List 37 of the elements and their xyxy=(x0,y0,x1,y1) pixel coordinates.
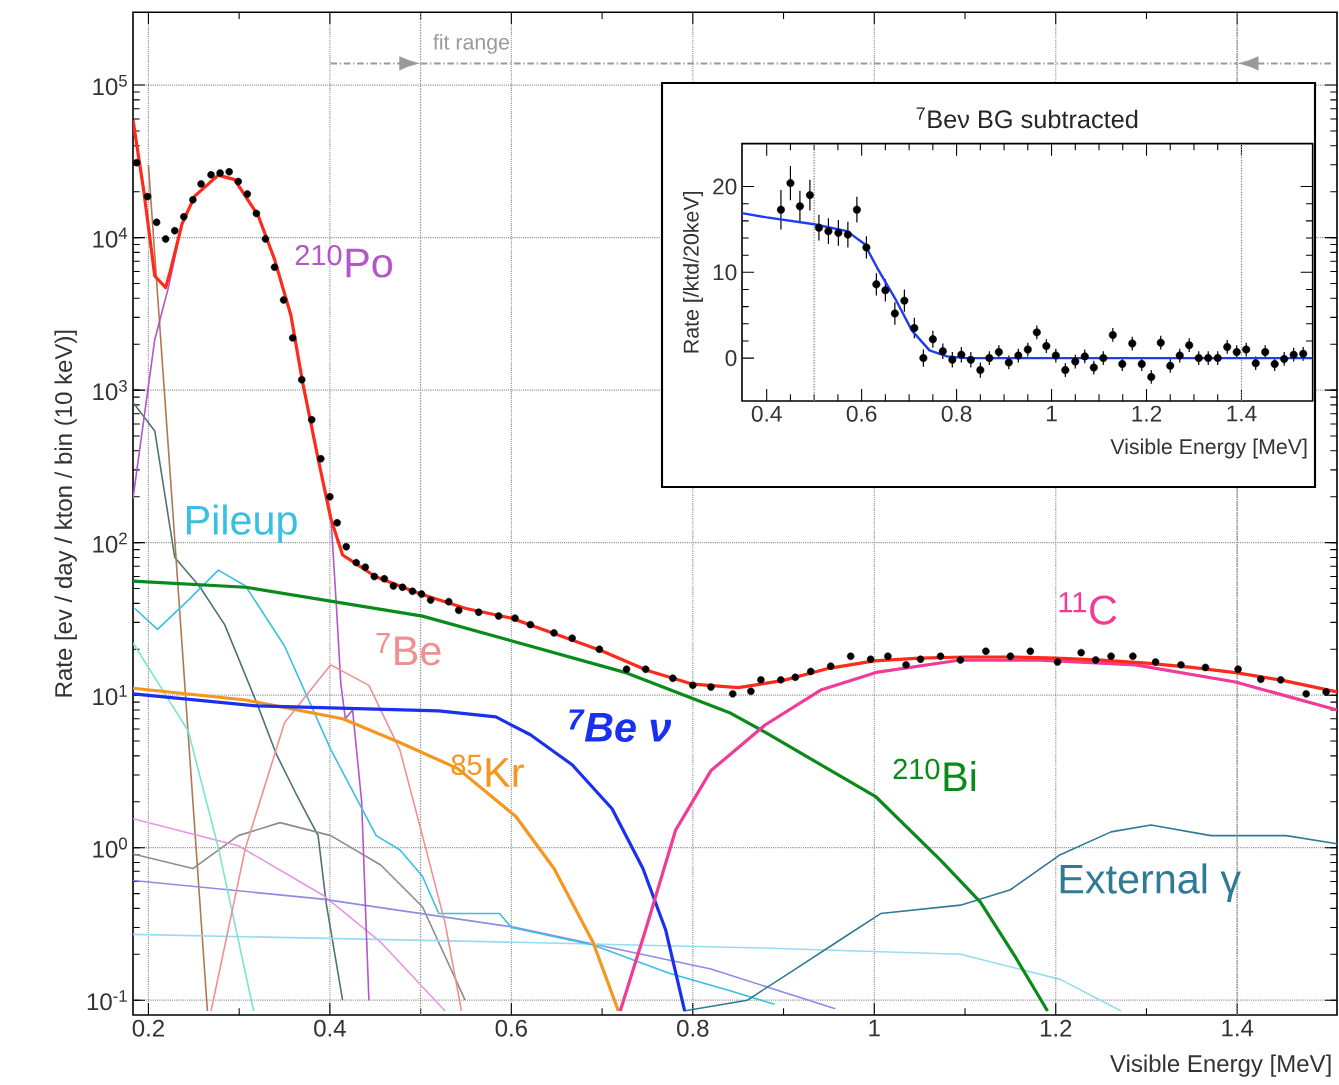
y-tick-label: 0 xyxy=(725,350,737,367)
x-tick-label: 1.4 xyxy=(1227,405,1257,422)
y-axis-title: Rate [ev / day / kton / bin (10 keV)] xyxy=(54,330,77,697)
series-label: $^{7}$Be ν xyxy=(569,709,672,742)
annotation: fit range xyxy=(433,33,509,54)
y-tick-label: 10$^{0}$ xyxy=(93,837,127,858)
series-label: $^{210}$Bi xyxy=(893,758,976,792)
x-tick-label: 0.4 xyxy=(314,1019,346,1037)
x-tick-label: 0.8 xyxy=(677,1019,709,1037)
y-tick-label: 10$^{4}$ xyxy=(93,227,128,248)
x-tick-label: 0.4 xyxy=(751,405,782,422)
series-label: $^{7}$Be xyxy=(376,633,441,666)
x-axis-title: Visible Energy [MeV] xyxy=(1110,438,1307,459)
series-label: $^{85}$Kr xyxy=(451,754,524,787)
x-tick-label: 1.4 xyxy=(1222,1019,1254,1037)
x-tick-label: 1.2 xyxy=(1040,1019,1072,1037)
y-tick-label: 10 xyxy=(713,264,737,281)
y-tick-label: 20 xyxy=(713,178,737,195)
y-tick-label: 10$^{3}$ xyxy=(93,379,127,401)
x-tick-label: 0.6 xyxy=(495,1019,527,1037)
series-label: External γ xyxy=(1060,863,1241,902)
series-label: $^{210}$Po xyxy=(295,244,393,278)
x-tick-label: 0.8 xyxy=(941,405,972,422)
y-tick-label: 10$^{-1}$ xyxy=(87,990,127,1011)
x-tick-label: 1.2 xyxy=(1132,405,1162,422)
y-tick-label: 10$^{1}$ xyxy=(93,685,127,706)
chart-title: $^{7}$Beν BG subtracted xyxy=(916,107,1138,129)
x-axis-title: Visible Energy [MeV] xyxy=(1110,1054,1331,1077)
x-tick-label: 1 xyxy=(1046,405,1057,422)
x-tick-label: 0.2 xyxy=(132,1019,164,1037)
y-tick-label: 10$^{2}$ xyxy=(93,532,127,553)
x-tick-label: 1 xyxy=(869,1019,880,1037)
x-tick-label: 0.6 xyxy=(846,405,877,422)
y-axis-title: Rate [/ktd/20keV] xyxy=(683,192,703,353)
series-label: $^{11}$C xyxy=(1059,592,1117,625)
series-label: Pileup xyxy=(186,504,297,544)
y-tick-label: 10$^{5}$ xyxy=(93,75,127,96)
